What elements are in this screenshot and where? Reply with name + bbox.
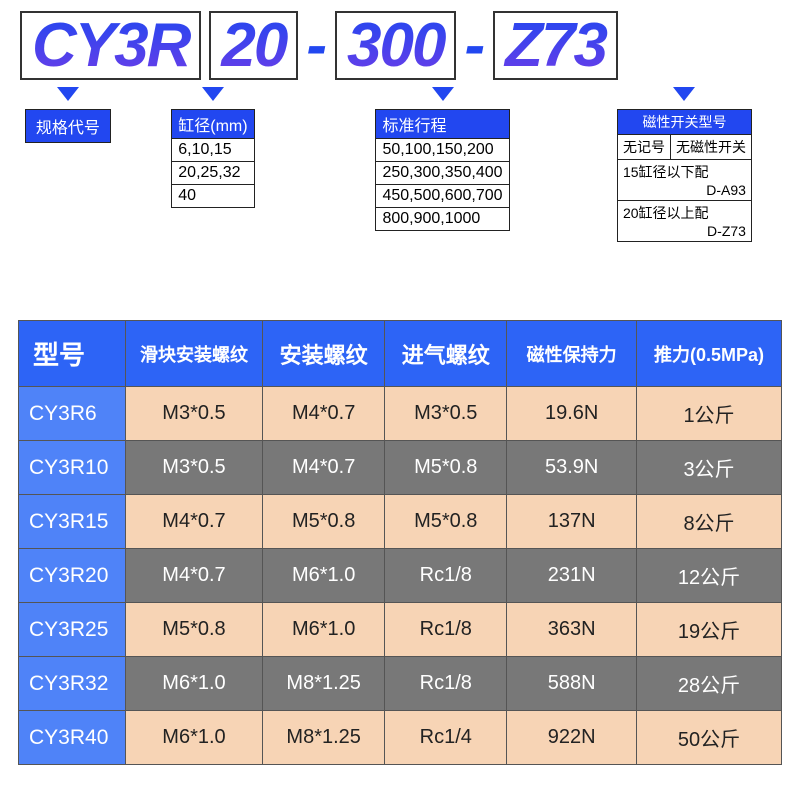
spec-value-cell: 50公斤 [637, 711, 782, 765]
triangle-icon [57, 87, 79, 101]
col3-row: 50,100,150,200 [376, 139, 509, 162]
spec-value-cell: M5*0.8 [385, 441, 507, 495]
col1-header: 规格代号 [25, 109, 111, 143]
spec-model-cell: CY3R40 [19, 711, 126, 765]
bore-table: 缸径(mm) 6,10,15 20,25,32 40 [171, 109, 254, 208]
spec-value-cell: M4*0.7 [263, 441, 385, 495]
spec-value-cell: M5*0.8 [385, 495, 507, 549]
col-bore: 缸径(mm) 6,10,15 20,25,32 40 [140, 83, 286, 208]
breakdown-columns: 规格代号 缸径(mm) 6,10,15 20,25,32 40 标准行程 50,… [0, 83, 800, 242]
spec-h5: 推力(0.5MPa) [637, 321, 782, 387]
code-dash-1: - [306, 10, 327, 81]
spec-row: CY3R20M4*0.7M6*1.0Rc1/8231N12公斤 [19, 549, 782, 603]
col-switch: 磁性开关型号 无记号 无磁性开关 15缸径以下配 D-A93 20缸径以上配 D… [587, 83, 782, 242]
spec-value-cell: M6*1.0 [125, 657, 262, 711]
triangle-icon [673, 87, 695, 101]
spec-value-cell: M6*1.0 [263, 603, 385, 657]
spec-value-cell: M6*1.0 [125, 711, 262, 765]
col4-r1b: 无磁性开关 [670, 135, 751, 160]
spec-model-cell: CY3R32 [19, 657, 126, 711]
spec-h4: 磁性保持力 [507, 321, 637, 387]
col3-header: 标准行程 [376, 110, 509, 139]
spec-model-cell: CY3R15 [19, 495, 126, 549]
col3-row: 250,300,350,400 [376, 162, 509, 185]
col2-row: 6,10,15 [172, 139, 254, 162]
spec-value-cell: 28公斤 [637, 657, 782, 711]
spec-h2: 安装螺纹 [263, 321, 385, 387]
triangle-icon [202, 87, 224, 101]
code-seg-4: Z73 [493, 11, 618, 80]
spec-value-cell: 363N [507, 603, 637, 657]
spec-row: CY3R10M3*0.5M4*0.7M5*0.853.9N3公斤 [19, 441, 782, 495]
spec-model-cell: CY3R6 [19, 387, 126, 441]
spec-value-cell: 19公斤 [637, 603, 782, 657]
col4-r3-line2: D-Z73 [623, 223, 746, 239]
spec-value-cell: 12公斤 [637, 549, 782, 603]
spec-model-cell: CY3R10 [19, 441, 126, 495]
spec-value-cell: M4*0.7 [125, 495, 262, 549]
spec-value-cell: M4*0.7 [125, 549, 262, 603]
spec-value-cell: M8*1.25 [263, 657, 385, 711]
spec-value-cell: M5*0.8 [125, 603, 262, 657]
spec-value-cell: 19.6N [507, 387, 637, 441]
spec-value-cell: 231N [507, 549, 637, 603]
spec-value-cell: Rc1/8 [385, 603, 507, 657]
col2-row: 20,25,32 [172, 162, 254, 185]
spec-h1: 滑块安装螺纹 [125, 321, 262, 387]
spec-h0: 型号 [19, 321, 126, 387]
spec-value-cell: 53.9N [507, 441, 637, 495]
spec-table-wrap: 型号 滑块安装螺纹 安装螺纹 进气螺纹 磁性保持力 推力(0.5MPa) CY3… [0, 320, 800, 765]
part-code-row: CY3R 20 - 300 - Z73 [0, 0, 800, 81]
spec-value-cell: 8公斤 [637, 495, 782, 549]
spec-value-cell: 922N [507, 711, 637, 765]
col3-row: 450,500,600,700 [376, 185, 509, 208]
code-seg-3: 300 [335, 11, 456, 80]
spec-value-cell: 1公斤 [637, 387, 782, 441]
spec-row: CY3R25M5*0.8M6*1.0Rc1/8363N19公斤 [19, 603, 782, 657]
col4-r2: 15缸径以下配 D-A93 [617, 160, 751, 201]
col4-r3: 20缸径以上配 D-Z73 [617, 201, 751, 242]
spec-value-cell: Rc1/8 [385, 549, 507, 603]
col2-header: 缸径(mm) [172, 110, 254, 139]
spec-value-cell: 588N [507, 657, 637, 711]
spec-value-cell: 137N [507, 495, 637, 549]
col4-r2-line2: D-A93 [623, 182, 746, 198]
spec-value-cell: 3公斤 [637, 441, 782, 495]
code-dash-2: - [464, 10, 485, 81]
col4-header: 磁性开关型号 [617, 110, 751, 135]
spec-value-cell: Rc1/4 [385, 711, 507, 765]
col2-row: 40 [172, 185, 254, 208]
col-spec-code: 规格代号 [24, 83, 112, 143]
col4-r1a: 无记号 [617, 135, 670, 160]
col-stroke: 标准行程 50,100,150,200 250,300,350,400 450,… [340, 83, 545, 231]
spec-value-cell: M6*1.0 [263, 549, 385, 603]
col3-row: 800,900,1000 [376, 208, 509, 231]
spec-value-cell: M5*0.8 [263, 495, 385, 549]
spec-model-cell: CY3R25 [19, 603, 126, 657]
spec-row: CY3R15M4*0.7M5*0.8M5*0.8137N8公斤 [19, 495, 782, 549]
spec-header-row: 型号 滑块安装螺纹 安装螺纹 进气螺纹 磁性保持力 推力(0.5MPa) [19, 321, 782, 387]
spec-h3: 进气螺纹 [385, 321, 507, 387]
code-seg-1: CY3R [20, 11, 201, 80]
switch-table: 磁性开关型号 无记号 无磁性开关 15缸径以下配 D-A93 20缸径以上配 D… [617, 109, 752, 242]
col4-r3-line1: 20缸径以上配 [623, 203, 746, 223]
triangle-icon [432, 87, 454, 101]
spec-value-cell: M3*0.5 [385, 387, 507, 441]
col4-r2-line1: 15缸径以下配 [623, 162, 746, 182]
spec-value-cell: M4*0.7 [263, 387, 385, 441]
spec-value-cell: Rc1/8 [385, 657, 507, 711]
spec-row: CY3R6M3*0.5M4*0.7M3*0.519.6N1公斤 [19, 387, 782, 441]
spec-row: CY3R40M6*1.0M8*1.25Rc1/4922N50公斤 [19, 711, 782, 765]
stroke-table: 标准行程 50,100,150,200 250,300,350,400 450,… [375, 109, 509, 231]
spec-table: 型号 滑块安装螺纹 安装螺纹 进气螺纹 磁性保持力 推力(0.5MPa) CY3… [18, 320, 782, 765]
spec-value-cell: M3*0.5 [125, 387, 262, 441]
spec-value-cell: M3*0.5 [125, 441, 262, 495]
spec-model-cell: CY3R20 [19, 549, 126, 603]
spec-value-cell: M8*1.25 [263, 711, 385, 765]
spec-row: CY3R32M6*1.0M8*1.25Rc1/8588N28公斤 [19, 657, 782, 711]
code-seg-2: 20 [209, 11, 298, 80]
